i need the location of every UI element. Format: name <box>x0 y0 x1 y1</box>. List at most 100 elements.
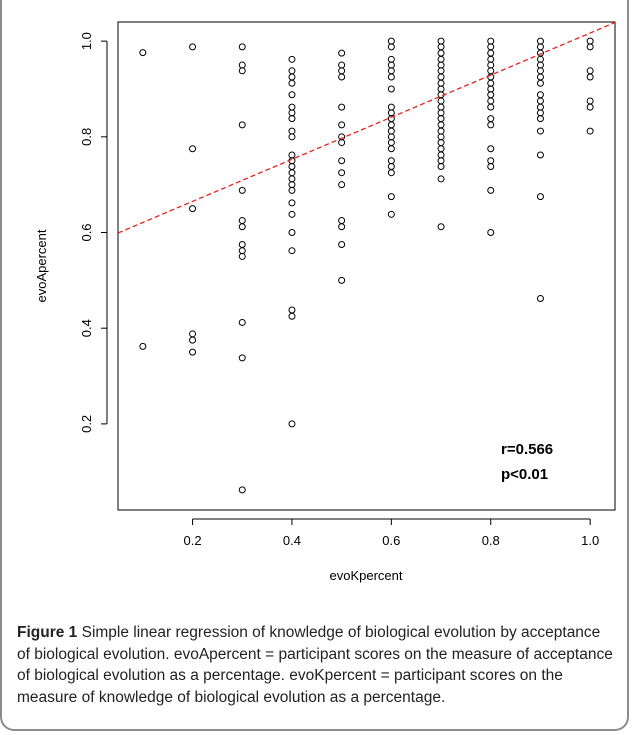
data-point <box>238 486 246 494</box>
data-point <box>338 103 346 111</box>
data-point <box>288 73 296 81</box>
data-point <box>387 43 395 51</box>
data-point <box>288 55 296 63</box>
data-point <box>238 121 246 129</box>
data-point <box>487 49 495 57</box>
data-point <box>338 181 346 189</box>
data-point <box>238 318 246 326</box>
data-point <box>437 79 445 87</box>
data-point <box>536 97 544 105</box>
data-point <box>387 103 395 111</box>
y-axis-title: evoApercent <box>34 229 49 302</box>
data-point <box>437 37 445 45</box>
data-point <box>288 229 296 237</box>
data-point <box>288 186 296 194</box>
data-point <box>338 169 346 177</box>
data-point <box>288 115 296 123</box>
data-point <box>189 43 197 51</box>
data-point <box>338 73 346 81</box>
data-point <box>487 157 495 165</box>
data-point <box>536 79 544 87</box>
data-point <box>338 217 346 225</box>
data-point <box>387 169 395 177</box>
x-tick-label: 1.0 <box>581 533 599 548</box>
caption-text: Simple linear regression of knowledge of… <box>17 624 613 706</box>
data-point <box>189 205 197 213</box>
data-point <box>288 306 296 314</box>
data-point <box>437 109 445 117</box>
data-point <box>238 43 246 51</box>
data-point <box>437 97 445 105</box>
data-point <box>487 186 495 194</box>
data-point <box>387 109 395 117</box>
data-point <box>437 103 445 111</box>
data-point <box>536 127 544 135</box>
data-point <box>487 97 495 105</box>
data-point <box>288 169 296 177</box>
data-point <box>387 193 395 201</box>
scatter-chart: 0.2 0.4 0.6 0.8 1.0 0.2 0.4 0.6 0.8 1.0 evoKperc… <box>34 21 616 583</box>
data-point <box>437 162 445 170</box>
data-point <box>238 247 246 255</box>
data-point <box>189 348 197 356</box>
data-point <box>487 162 495 170</box>
data-point <box>288 312 296 320</box>
y-axis: 0.2 0.4 0.6 0.8 1.0 <box>79 32 108 433</box>
data-point <box>189 330 197 338</box>
x-tick-label: 0.4 <box>283 533 301 548</box>
data-point <box>536 103 544 111</box>
data-point <box>437 49 445 57</box>
data-point <box>487 37 495 45</box>
data-point <box>586 43 594 51</box>
data-point <box>338 157 346 165</box>
data-point <box>338 240 346 248</box>
data-point <box>536 43 544 51</box>
data-point <box>387 55 395 63</box>
x-tick-label: 0.8 <box>482 533 500 548</box>
data-point <box>586 37 594 45</box>
data-point <box>288 181 296 189</box>
data-point <box>387 133 395 141</box>
data-point <box>387 85 395 93</box>
data-point <box>536 295 544 303</box>
plot-area-border <box>117 21 616 511</box>
data-point <box>387 127 395 135</box>
data-point <box>586 97 594 105</box>
data-point <box>437 145 445 153</box>
data-point <box>536 37 544 45</box>
data-point <box>238 186 246 194</box>
data-point <box>437 127 445 135</box>
data-point <box>536 67 544 75</box>
data-point <box>139 49 147 57</box>
data-point <box>536 91 544 99</box>
data-point <box>338 223 346 231</box>
data-point <box>586 73 594 81</box>
data-point <box>437 55 445 63</box>
p-value-annotation: p<0.01 <box>501 466 548 483</box>
data-point <box>487 85 495 93</box>
data-point <box>437 73 445 81</box>
y-tick-label: 0.4 <box>79 319 94 337</box>
data-point <box>536 193 544 201</box>
y-tick-label: 0.2 <box>79 415 94 433</box>
data-point <box>437 151 445 159</box>
data-point <box>536 109 544 117</box>
data-point <box>437 85 445 93</box>
data-point <box>338 61 346 69</box>
data-point <box>487 103 495 111</box>
data-point <box>288 79 296 87</box>
data-point <box>288 210 296 218</box>
data-point <box>536 115 544 123</box>
data-point <box>437 139 445 147</box>
x-axis-title: evoKpercent <box>330 568 403 583</box>
data-point <box>487 67 495 75</box>
data-point <box>288 420 296 428</box>
data-point <box>338 121 346 129</box>
data-point <box>437 133 445 141</box>
data-point <box>139 342 147 350</box>
data-point <box>487 121 495 129</box>
data-point <box>586 67 594 75</box>
data-point <box>387 73 395 81</box>
data-point <box>288 151 296 159</box>
data-point <box>487 55 495 63</box>
